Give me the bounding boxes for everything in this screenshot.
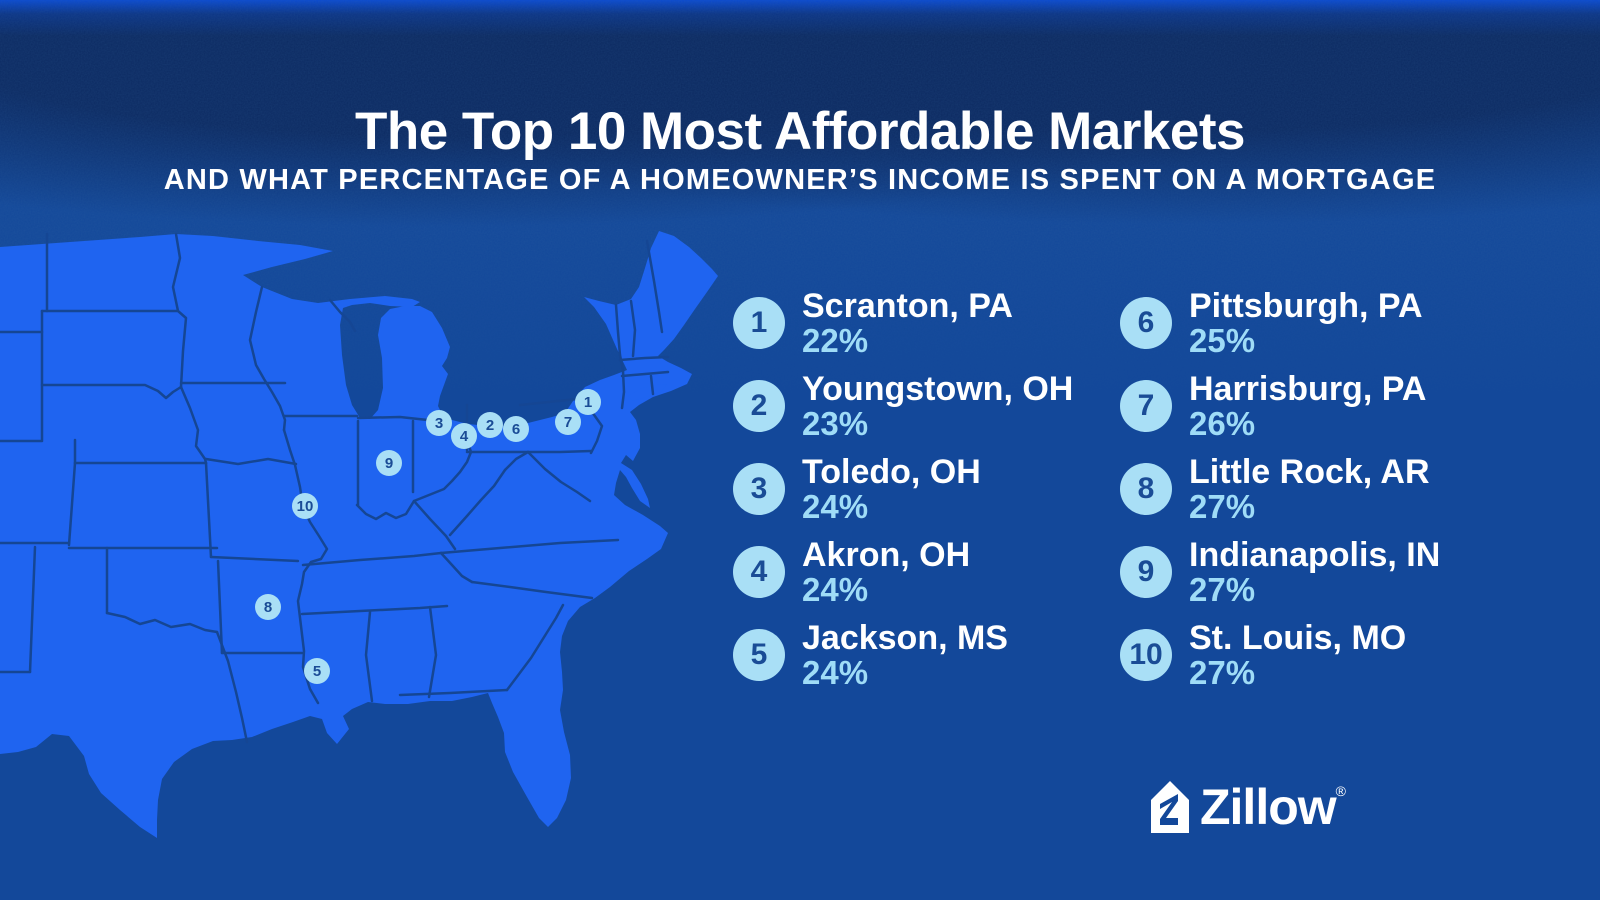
city-label: Indianapolis, IN bbox=[1189, 535, 1441, 574]
map-marker-9: 9 bbox=[376, 450, 402, 476]
city-label: Youngstown, OH bbox=[802, 369, 1074, 408]
pct-label: 25% bbox=[1189, 321, 1256, 359]
city-label: Akron, OH bbox=[802, 535, 971, 574]
rank-badge: 10 bbox=[1120, 628, 1172, 681]
zillow-logo: Zillow® bbox=[1150, 778, 1346, 836]
pct-label: 24% bbox=[802, 653, 869, 691]
rank-badge: 4 bbox=[733, 545, 785, 598]
landmass bbox=[0, 231, 718, 838]
market-item: 4 Akron, OH 24% bbox=[733, 530, 1073, 613]
rank-badge: 9 bbox=[1120, 545, 1172, 598]
pct-label: 27% bbox=[1189, 570, 1256, 608]
pct-label: 26% bbox=[1189, 404, 1256, 442]
zillow-house-icon bbox=[1151, 781, 1189, 833]
rank-badge: 6 bbox=[1120, 296, 1172, 349]
map-marker-10: 10 bbox=[292, 493, 318, 519]
rank-badge: 5 bbox=[733, 628, 785, 681]
map-marker-7: 7 bbox=[555, 409, 581, 435]
market-item: 6 Pittsburgh, PA 25% bbox=[1120, 281, 1440, 364]
market-list-right: 6 Pittsburgh, PA 25% 7 Harrisburg, PA 26… bbox=[1120, 281, 1440, 696]
market-list-left: 1 Scranton, PA 22% 2 Youngstown, OH 23% … bbox=[733, 281, 1073, 696]
page-subtitle: AND WHAT PERCENTAGE OF A HOMEOWNER’S INC… bbox=[163, 164, 1437, 196]
pct-label: 27% bbox=[1189, 653, 1256, 691]
market-item: 8 Little Rock, AR 27% bbox=[1120, 447, 1440, 530]
market-item: 5 Jackson, MS 24% bbox=[733, 613, 1073, 696]
map-marker-4: 4 bbox=[451, 423, 477, 449]
long-island bbox=[628, 384, 667, 401]
map-marker-2: 2 bbox=[477, 412, 503, 438]
pct-label: 22% bbox=[802, 321, 869, 359]
state-borders bbox=[0, 232, 670, 744]
city-label: Little Rock, AR bbox=[1189, 452, 1430, 491]
market-item: 10 St. Louis, MO 27% bbox=[1120, 613, 1440, 696]
city-label: St. Louis, MO bbox=[1189, 618, 1407, 657]
pct-label: 24% bbox=[802, 487, 869, 525]
map-marker-3: 3 bbox=[426, 410, 452, 436]
market-item: 9 Indianapolis, IN 27% bbox=[1120, 530, 1440, 613]
market-item: 3 Toledo, OH 24% bbox=[733, 447, 1073, 530]
map-marker-5: 5 bbox=[304, 658, 330, 684]
rank-badge: 2 bbox=[733, 379, 785, 432]
registered-mark: ® bbox=[1335, 783, 1346, 799]
rank-badge: 8 bbox=[1120, 462, 1172, 515]
pct-label: 23% bbox=[802, 404, 869, 442]
market-item: 2 Youngstown, OH 23% bbox=[733, 364, 1073, 447]
brand-wordmark: Zillow® bbox=[1200, 779, 1346, 835]
market-item: 7 Harrisburg, PA 26% bbox=[1120, 364, 1440, 447]
city-label: Pittsburgh, PA bbox=[1189, 286, 1423, 325]
map-marker-1: 1 bbox=[575, 389, 601, 415]
rank-badge: 3 bbox=[733, 462, 785, 515]
city-label: Harrisburg, PA bbox=[1189, 369, 1427, 408]
rank-badge: 1 bbox=[733, 296, 785, 349]
city-label: Scranton, PA bbox=[802, 286, 1013, 325]
rank-badge: 7 bbox=[1120, 379, 1172, 432]
market-item: 1 Scranton, PA 22% bbox=[733, 281, 1073, 364]
pct-label: 24% bbox=[802, 570, 869, 608]
city-label: Toledo, OH bbox=[802, 452, 981, 491]
map-marker-6: 6 bbox=[503, 416, 529, 442]
pct-label: 27% bbox=[1189, 487, 1256, 525]
map-marker-8: 8 bbox=[255, 594, 281, 620]
page-title: The Top 10 Most Affordable Markets bbox=[354, 102, 1246, 161]
city-label: Jackson, MS bbox=[802, 618, 1008, 657]
